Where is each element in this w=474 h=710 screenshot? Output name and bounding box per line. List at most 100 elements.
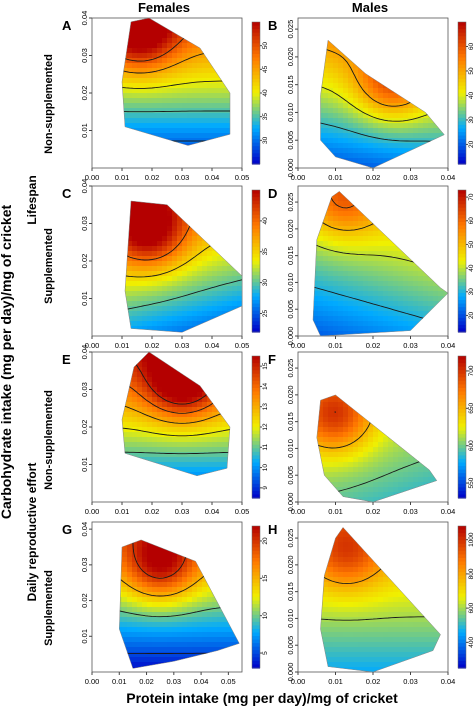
heatmap-cell — [423, 143, 429, 149]
heatmap-cell — [117, 236, 123, 242]
heatmap-cell — [408, 236, 414, 242]
heatmap-cell — [438, 226, 444, 232]
heatmap-cell — [177, 492, 183, 498]
heatmap-cell — [328, 276, 334, 282]
heatmap-cell — [383, 201, 389, 207]
heatmap-cell — [92, 352, 98, 358]
heatmap-cell — [318, 266, 324, 272]
colorbar-segment — [458, 53, 466, 59]
heatmap-cell — [112, 68, 118, 74]
heatmap-cell — [333, 63, 339, 69]
heatmap-cell — [92, 38, 98, 44]
heatmap-cell — [97, 38, 103, 44]
heatmap-cell — [167, 256, 173, 262]
heatmap-cell — [313, 311, 314, 317]
heatmap-cell — [112, 186, 118, 192]
heatmap-cell — [202, 462, 208, 468]
heatmap-cell — [413, 108, 419, 114]
heatmap-cell — [152, 23, 158, 29]
y-tick-label: 0.04 — [80, 11, 89, 26]
heatmap-cell — [323, 123, 329, 129]
heatmap-cell — [433, 88, 439, 94]
heatmap-cell — [112, 231, 118, 237]
heatmap-cell — [217, 432, 223, 438]
heatmap-cell — [127, 291, 133, 297]
heatmap-cell — [373, 158, 379, 164]
heatmap-cell — [102, 467, 108, 473]
heatmap-cell — [212, 286, 218, 292]
heatmap-cell — [398, 53, 404, 59]
heatmap-cell — [182, 266, 188, 272]
heatmap-cell — [132, 246, 138, 252]
heatmap-cell — [232, 271, 238, 277]
heatmap-cell — [408, 33, 414, 39]
heatmap-cell — [162, 133, 168, 139]
heatmap-cell — [112, 316, 118, 322]
heatmap-cell — [373, 191, 379, 192]
heatmap-cell — [125, 236, 128, 242]
heatmap-cell — [117, 492, 123, 498]
heatmap-cell — [152, 123, 158, 129]
heatmap-cell — [418, 78, 424, 84]
heatmap-cell — [343, 83, 349, 89]
heatmap-cell — [363, 201, 369, 207]
heatmap-cell — [157, 271, 163, 277]
heatmap-cell — [333, 48, 339, 54]
heatmap-cell — [142, 276, 148, 282]
heatmap-cell — [122, 407, 123, 413]
heatmap-cell — [147, 261, 153, 267]
heatmap-cell — [318, 23, 324, 29]
heatmap-cell — [403, 108, 409, 114]
heatmap-cell — [428, 261, 434, 267]
colorbar-segment — [252, 200, 260, 205]
heatmap-cell — [177, 392, 183, 398]
heatmap-cell — [182, 83, 188, 89]
heatmap-cell — [177, 311, 183, 317]
heatmap-cell — [102, 316, 108, 322]
heatmap-cell — [147, 211, 153, 217]
heatmap-cell — [162, 68, 168, 74]
heatmap-cell — [207, 211, 213, 217]
heatmap-cell — [338, 153, 344, 159]
heatmap-cell — [197, 362, 203, 368]
heatmap-cell — [162, 236, 168, 242]
heatmap-cell — [177, 432, 183, 438]
heatmap-cell — [187, 432, 193, 438]
heatmap-cell — [122, 133, 123, 139]
heatmap-cell — [137, 301, 143, 307]
x-tick-label: 0.01 — [115, 507, 130, 516]
heatmap-cell — [122, 437, 128, 443]
heatmap-cell — [358, 78, 364, 84]
heatmap-cell — [343, 78, 349, 84]
heatmap-cell — [423, 256, 429, 262]
x-tick-label: 0.02 — [366, 173, 381, 182]
colorbar-segment — [252, 487, 260, 492]
colorbar-segment — [458, 214, 466, 219]
heatmap-cell — [142, 432, 148, 438]
heatmap-cell — [142, 251, 148, 257]
heatmap-cell — [383, 103, 389, 109]
heatmap-cell — [192, 447, 198, 453]
heatmap-cell — [413, 158, 419, 164]
heatmap-cell — [378, 123, 384, 129]
heatmap-cell — [343, 221, 349, 227]
heatmap-cell — [117, 316, 123, 322]
colorbar-segment — [252, 153, 260, 158]
heatmap-cell — [222, 53, 228, 59]
heatmap-cell — [393, 28, 399, 34]
heatmap-cell — [413, 128, 419, 134]
colorbar-segment — [252, 25, 260, 30]
heatmap-cell — [147, 372, 153, 378]
heatmap-cell — [323, 133, 329, 139]
heatmap-cell — [172, 191, 178, 197]
heatmap-cell — [102, 482, 108, 488]
heatmap-cell — [343, 316, 349, 322]
panel-B: B0.00 0.01 0.02 0.03 0.040.0000.0050.0100.01… — [268, 17, 474, 182]
heatmap-cell — [388, 296, 394, 302]
heatmap-cell — [368, 58, 374, 64]
heatmap-cell — [217, 447, 223, 453]
heatmap-cell — [97, 261, 103, 267]
heatmap-cell — [438, 88, 444, 94]
heatmap-cell — [107, 53, 113, 59]
heatmap-cell — [418, 311, 424, 317]
